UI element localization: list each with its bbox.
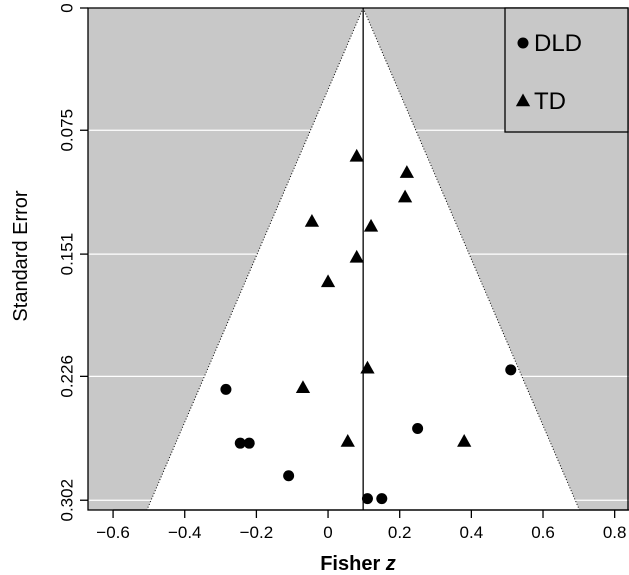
x-axis-label: Fisher z xyxy=(320,553,396,575)
td-point xyxy=(340,434,355,447)
y-tick-label: 0 xyxy=(57,3,76,12)
funnel-right-edge xyxy=(362,7,580,511)
y-axis: 0 0.075 0.151 0.226 0.302 xyxy=(57,3,88,521)
y-tick-label: 0.302 xyxy=(57,479,76,522)
td-point xyxy=(363,218,379,232)
dld-point xyxy=(243,437,255,449)
td-point xyxy=(295,380,311,394)
x-tick-label: −0.2 xyxy=(240,523,274,542)
td-point xyxy=(349,249,364,263)
y-tick-label: 0.075 xyxy=(57,109,76,152)
x-tick-label: −0.6 xyxy=(96,523,130,542)
legend: DLD TD xyxy=(504,7,629,133)
td-point xyxy=(399,165,414,178)
td-point xyxy=(349,148,364,162)
td-point xyxy=(304,214,320,227)
legend-td-marker xyxy=(515,93,531,107)
x-tick-label: 0.6 xyxy=(531,523,555,542)
y-axis-label: Standard Error xyxy=(10,190,32,322)
dld-point xyxy=(234,437,246,449)
legend-label: TD xyxy=(534,88,566,115)
y-tick-label: 0.226 xyxy=(57,355,76,398)
dld-point xyxy=(412,423,424,435)
dld-point xyxy=(220,383,232,395)
data-points xyxy=(220,148,517,505)
y-tick-label: 0.151 xyxy=(57,233,76,276)
x-tick-label: 0.8 xyxy=(603,523,627,542)
x-axis: −0.6 −0.4 −0.2 0 0.2 0.4 0.6 0.8 xyxy=(96,509,629,542)
td-point xyxy=(457,434,472,447)
legend-label: DLD xyxy=(534,30,582,57)
x-tick-label: 0 xyxy=(323,523,332,542)
td-point xyxy=(320,274,336,288)
funnel-left-edge xyxy=(146,7,364,511)
legend-box xyxy=(504,7,629,133)
x-axis-label-main: Fisher xyxy=(320,553,386,575)
x-tick-label: 0.4 xyxy=(460,523,484,542)
x-tick-label: 0.2 xyxy=(388,523,412,542)
dld-point xyxy=(505,364,517,376)
x-axis-label-variable: z xyxy=(385,553,396,575)
td-point xyxy=(397,189,413,203)
dld-point xyxy=(283,470,295,482)
dld-point xyxy=(361,493,373,505)
dld-point xyxy=(376,493,388,505)
td-point xyxy=(360,360,375,374)
legend-dld-marker xyxy=(517,37,529,49)
x-tick-label: −0.4 xyxy=(168,523,202,542)
